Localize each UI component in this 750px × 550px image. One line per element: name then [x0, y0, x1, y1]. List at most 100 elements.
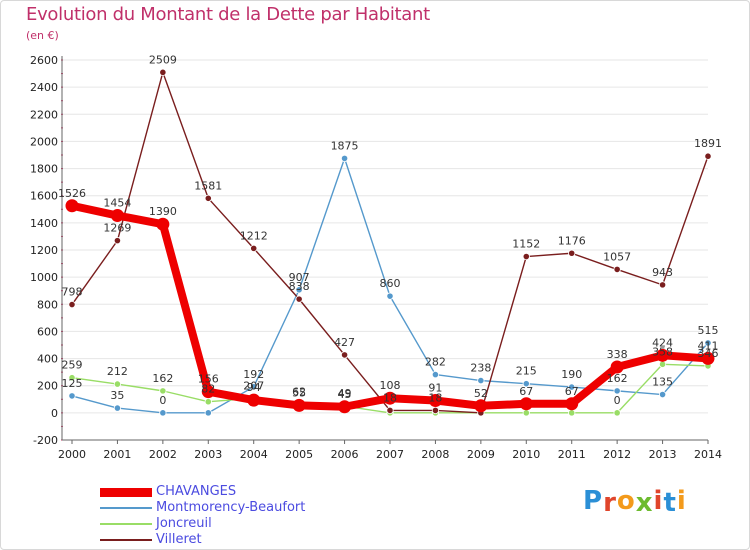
- logo-letter: i: [676, 486, 687, 516]
- data-label: 1057: [603, 250, 631, 263]
- data-label: 18: [383, 391, 397, 404]
- data-label: 52: [474, 387, 488, 400]
- data-label: 207: [243, 379, 264, 392]
- data-label: 515: [698, 324, 719, 337]
- data-point: [386, 292, 394, 300]
- data-point: [613, 387, 621, 395]
- x-tick-label: 2001: [103, 448, 131, 461]
- data-label: 907: [289, 271, 310, 284]
- legend-swatch: [100, 523, 152, 525]
- data-label: 798: [62, 286, 83, 299]
- data-point: [113, 404, 122, 412]
- y-tick-label: 200: [37, 380, 58, 393]
- data-point: [113, 380, 122, 388]
- data-label: 943: [652, 266, 673, 279]
- data-label: 838: [289, 280, 310, 293]
- data-label: 162: [607, 372, 628, 385]
- axis-layer: -200020040060080010001200140016001800200…: [30, 54, 722, 461]
- data-point: [658, 390, 667, 399]
- data-label: 1269: [103, 222, 131, 235]
- x-tick-label: 2002: [149, 448, 177, 461]
- x-tick-label: 2000: [58, 448, 86, 461]
- logo-letter: r: [603, 488, 617, 518]
- x-tick-label: 2008: [421, 448, 449, 461]
- data-point: [658, 281, 667, 289]
- logo-letter: x: [635, 488, 654, 518]
- x-tick-label: 2007: [376, 448, 404, 461]
- data-point: [704, 339, 712, 347]
- x-tick-label: 2005: [285, 448, 313, 461]
- data-label: 67: [565, 385, 579, 398]
- data-label: 411: [698, 339, 719, 352]
- data-point: [159, 409, 167, 417]
- data-point: [431, 370, 440, 379]
- data-point: [474, 399, 488, 413]
- data-label: 45: [338, 388, 352, 401]
- data-point: [201, 385, 215, 399]
- series-layer: [65, 68, 715, 417]
- y-tick-label: 2600: [30, 54, 58, 67]
- data-label: 135: [652, 376, 673, 389]
- data-label: 215: [516, 365, 537, 378]
- y-tick-label: 2200: [30, 108, 58, 121]
- data-point: [295, 295, 303, 303]
- data-point: [522, 409, 530, 417]
- data-label: 18: [428, 391, 442, 404]
- data-point: [110, 209, 124, 223]
- data-label: 259: [62, 359, 83, 372]
- logo-letter: P: [583, 486, 604, 516]
- line-chart: -200020040060080010001200140016001800200…: [30, 53, 722, 461]
- data-label: 1212: [240, 229, 268, 242]
- data-label: 108: [380, 379, 401, 392]
- chart-title: Evolution du Montant de la Dette par Hab…: [26, 4, 430, 25]
- data-point: [658, 360, 667, 368]
- data-point: [610, 360, 624, 374]
- data-point: [383, 391, 397, 405]
- data-point: [701, 351, 715, 365]
- data-point: [340, 351, 349, 359]
- data-label: 212: [107, 365, 128, 378]
- data-point: [428, 394, 442, 408]
- legend-swatch: [100, 487, 152, 497]
- data-point: [477, 376, 485, 385]
- logo-letter: o: [616, 486, 636, 516]
- data-label: 1152: [512, 238, 540, 251]
- proxiti-logo: Proxiti: [583, 486, 687, 518]
- data-point: [68, 300, 76, 309]
- data-point: [522, 252, 530, 261]
- data-label: 67: [519, 385, 533, 398]
- y-tick-label: 1600: [30, 190, 58, 203]
- data-point: [568, 409, 576, 417]
- data-point: [338, 400, 352, 414]
- legend-label: Villeret: [156, 532, 202, 547]
- logo-letter: t: [663, 488, 677, 518]
- data-point: [386, 406, 394, 415]
- chart-subtitle: (en €): [26, 29, 59, 42]
- y-tick-label: 1200: [30, 244, 58, 257]
- legend-label: CHAVANGES: [156, 484, 237, 499]
- x-tick-label: 2006: [331, 448, 359, 461]
- data-point: [204, 194, 212, 202]
- data-label: 62: [292, 385, 306, 398]
- data-point: [68, 374, 76, 382]
- data-point: [156, 217, 170, 231]
- x-tick-label: 2003: [194, 448, 222, 461]
- y-tick-label: -200: [33, 434, 58, 447]
- data-label-layer: 1526 1454 1390 156 94 55 45 108 91 52 67 67 338 424 41…: [58, 53, 722, 407]
- logo-letter: i: [653, 486, 664, 516]
- y-tick-label: 2000: [30, 135, 58, 148]
- data-label: 346: [698, 347, 719, 360]
- y-tick-label: 2400: [30, 81, 58, 94]
- y-tick-label: 1400: [30, 217, 58, 230]
- data-label: 427: [334, 336, 355, 349]
- data-point: [656, 348, 670, 362]
- data-point: [250, 383, 258, 391]
- data-point: [159, 387, 167, 395]
- data-label: 162: [152, 372, 173, 385]
- data-point: [565, 397, 579, 411]
- data-label: 1176: [558, 234, 586, 247]
- y-tick-label: 0: [51, 407, 58, 420]
- data-point: [340, 154, 349, 162]
- data-point: [68, 392, 76, 400]
- data-label: 860: [380, 277, 401, 290]
